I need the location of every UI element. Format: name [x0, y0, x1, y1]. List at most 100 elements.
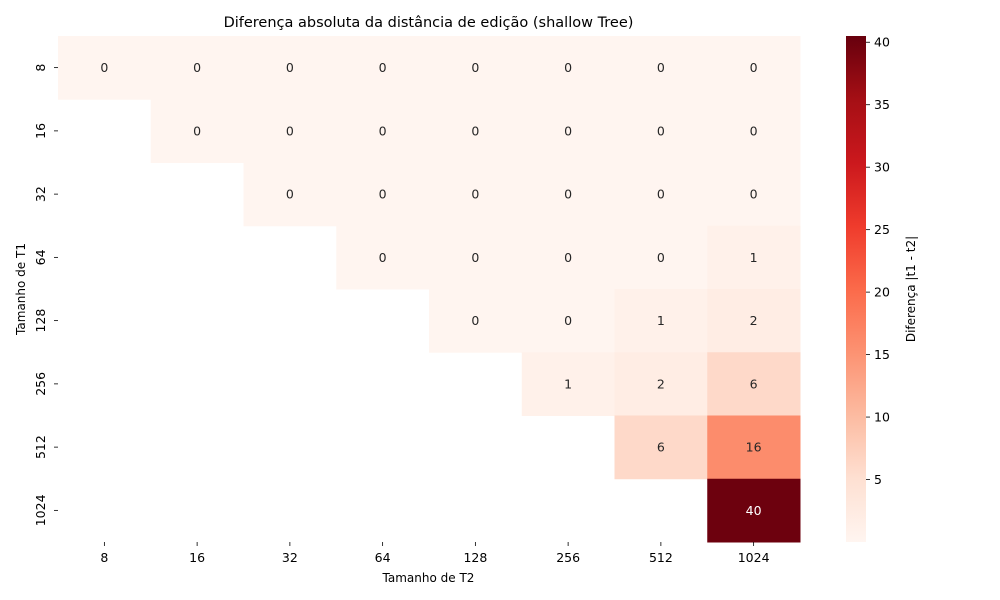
heatmap-cell: [429, 99, 523, 163]
heatmap-cell: [243, 36, 337, 100]
heatmap-cell: [429, 36, 523, 100]
cell-value-label: 0: [657, 123, 665, 138]
heatmap-cell: [707, 415, 801, 480]
y-tick-label: 32: [33, 186, 48, 202]
cell-value-label: 0: [564, 250, 572, 265]
heatmap-cell: [707, 99, 801, 163]
cell-value-label: 0: [471, 250, 479, 265]
heatmap-cell: [614, 99, 708, 163]
colorbar-tick-label: 10: [874, 410, 890, 425]
heatmap-cell: [243, 99, 337, 163]
heatmap-cell: [707, 478, 801, 543]
heatmap-cell: [614, 225, 708, 290]
cell-value-label: 0: [564, 187, 572, 202]
heatmap-cell: [336, 225, 430, 290]
cell-value-label: 0: [471, 123, 479, 138]
heatmap-cell: [614, 289, 708, 353]
colorbar-label: Diferença |t1 - t2|: [904, 236, 918, 342]
heatmap-cell: [521, 225, 615, 290]
cell-value-label: 16: [746, 440, 762, 455]
x-tick-label: 256: [556, 550, 580, 565]
x-tick-label: 1024: [738, 550, 770, 565]
heatmap-cell: [521, 99, 615, 163]
heatmap-cell: [336, 36, 430, 100]
cell-value-label: 0: [471, 60, 479, 75]
heatmap-cell: [521, 352, 615, 416]
cell-value-label: 0: [379, 123, 387, 138]
heatmap-cell: [707, 289, 801, 353]
colorbar-tick-label: 30: [874, 160, 890, 175]
cell-value-label: 6: [750, 376, 758, 391]
cell-value-label: 2: [750, 313, 758, 328]
cell-value-label: 0: [750, 60, 758, 75]
heatmap-cell: [521, 162, 615, 227]
colorbar: 5 10 15 20 25 30 35 40: [846, 35, 890, 542]
y-axis: 8 16 32 64 128 256 512 1024: [33, 64, 58, 526]
colorbar-tick-label: 35: [874, 97, 890, 112]
cell-value-label: 0: [286, 60, 294, 75]
cell-value-label: 6: [657, 440, 665, 455]
heatmap-cell: [336, 99, 430, 163]
cell-value-labels: 0 0 0 0 0 0 0 0 0 0 0 0 0 0 0 0 0 0 0 0 0 0 0 0 0 1 0 0 1 2 1 2 6 6 16 40: [100, 60, 761, 518]
heatmap-cell: [614, 162, 708, 227]
x-tick-label: 512: [649, 550, 673, 565]
cell-value-label: 1: [564, 376, 572, 391]
y-tick-label: 16: [33, 123, 48, 139]
cell-value-label: 1: [750, 250, 758, 265]
colorbar-tick-label: 15: [874, 347, 890, 362]
cell-value-label: 0: [471, 313, 479, 328]
heatmap-cell: [707, 162, 801, 227]
cell-value-label: 0: [286, 187, 294, 202]
heatmap-cells: [58, 36, 801, 543]
heatmap-cell: [614, 415, 708, 480]
heatmap-cell: [58, 36, 152, 100]
cell-value-label: 0: [564, 313, 572, 328]
cell-value-label: 0: [379, 187, 387, 202]
x-tick-label: 128: [463, 550, 487, 565]
x-tick-label: 8: [100, 550, 108, 565]
cell-value-label: 0: [564, 123, 572, 138]
heatmap-cell: [707, 36, 801, 100]
heatmap-cell: [336, 162, 430, 227]
cell-value-label: 40: [746, 503, 762, 518]
heatmap-cell: [707, 352, 801, 416]
heatmap-cell: [429, 225, 523, 290]
cell-value-label: 0: [286, 123, 294, 138]
cell-value-label: 0: [379, 60, 387, 75]
x-axis: 8 16 32 64 128 256 512 1024: [100, 542, 770, 565]
y-tick-label: 64: [33, 249, 48, 265]
cell-value-label: 0: [379, 250, 387, 265]
cell-value-label: 0: [193, 123, 201, 138]
y-tick-label: 256: [33, 372, 48, 396]
cell-value-label: 0: [657, 187, 665, 202]
chart-title: Diferença absoluta da distância de ediçã…: [224, 15, 634, 31]
heatmap-cell: [150, 99, 244, 163]
cell-value-label: 0: [471, 187, 479, 202]
cell-value-label: 0: [750, 187, 758, 202]
heatmap-cell: [243, 162, 337, 227]
y-tick-label: 8: [33, 64, 48, 72]
heatmap-cell: [521, 36, 615, 100]
y-tick-label: 1024: [33, 494, 48, 526]
y-axis-label: Tamanho de T1: [14, 243, 28, 336]
x-tick-label: 16: [189, 550, 205, 565]
heatmap-cell: [429, 162, 523, 227]
y-tick-label: 512: [33, 435, 48, 459]
cell-value-label: 0: [564, 60, 572, 75]
cell-value-label: 2: [657, 376, 665, 391]
heatmap-cell: [429, 289, 523, 353]
cell-value-label: 0: [657, 60, 665, 75]
y-tick-label: 128: [33, 309, 48, 333]
cell-value-label: 0: [657, 250, 665, 265]
cell-value-label: 0: [100, 60, 108, 75]
heatmap-cell: [614, 352, 708, 416]
cell-value-label: 0: [750, 123, 758, 138]
heatmap-cell: [521, 289, 615, 353]
x-axis-label: Tamanho de T2: [382, 571, 475, 585]
colorbar-tick-label: 20: [874, 285, 890, 300]
heatmap-cell: [614, 36, 708, 100]
x-tick-label: 64: [375, 550, 391, 565]
x-tick-label: 32: [282, 550, 298, 565]
colorbar-tick-label: 25: [874, 222, 890, 237]
